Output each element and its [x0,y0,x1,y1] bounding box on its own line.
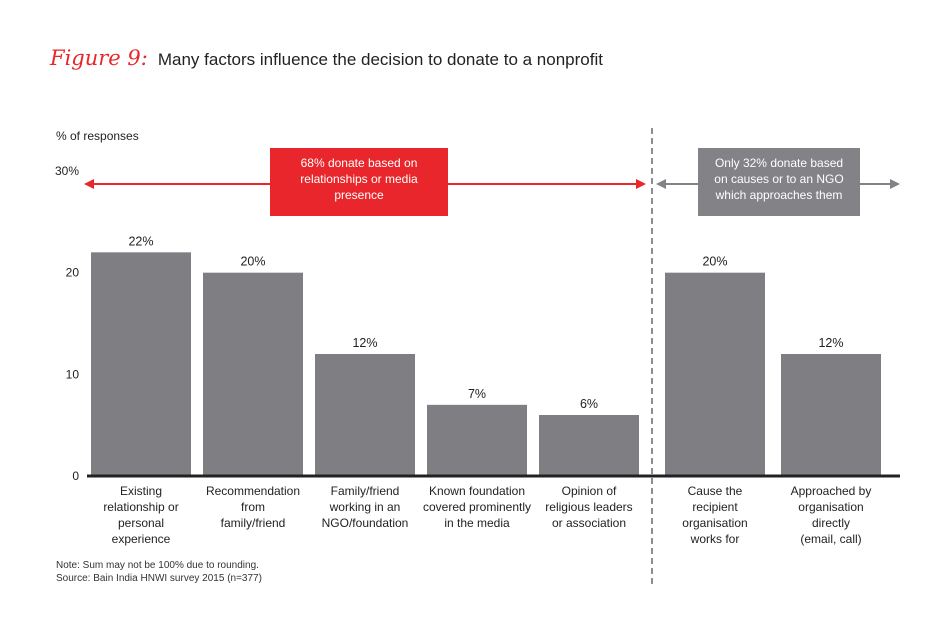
bar [91,252,191,476]
group-callout-text: Only 32% donate based on causes or to an … [714,156,843,202]
category-label: Family/friend working in an NGO/foundation [322,484,409,530]
y-axis-label: % of responses [56,129,139,143]
group-callout-text: 68% donate based on relationships or medi… [300,156,418,202]
arrowhead-right [890,179,900,189]
source-text: Source: Bain India HNWI survey 2015 (n=3… [56,573,262,584]
group-callout-box [698,148,860,216]
y-tick-label: 30% [55,164,79,178]
category-label: Known foundation covered prominently in th… [423,484,531,530]
bar [315,354,415,476]
bar-value-label: 6% [580,397,598,411]
category-label: Opinion of religious leaders or associatio… [545,484,632,530]
bar [781,354,881,476]
y-tick-label: 20 [66,266,80,280]
bar-value-label: 20% [702,255,727,269]
arrowhead-left [84,179,94,189]
arrowhead-left [656,179,666,189]
bar-value-label: 12% [352,336,377,350]
note-text: Note: Sum may not be 100% due to roundin… [56,560,259,571]
value-labels: 22% 20% 12% 7% 6% 20% 12% [128,234,843,411]
bars [91,252,881,476]
figure-label: Figure 9: [49,46,148,70]
bar [539,415,639,476]
category-label: Recommendation from family/friend [206,484,300,530]
group-callouts: 68% donate based on relationships or medi… [270,148,860,216]
bar-value-label: 12% [818,336,843,350]
bar [427,404,527,476]
bar [203,272,303,476]
figure-title: Many factors influence the decision to d… [158,50,603,69]
category-labels: Existing relationship or personal experienc… [103,484,871,546]
bar-value-label: 7% [468,387,486,401]
category-label: Existing relationship or personal experienc… [103,484,178,546]
y-axis-ticks: 0 10 20 30% [55,164,79,483]
bar-value-label: 22% [128,234,153,248]
category-label: Cause the recipient organisation works for [682,484,747,546]
y-tick-label: 0 [72,469,79,483]
arrowhead-right [636,179,646,189]
bar [665,272,765,476]
category-label: Approached by organisation directly (email,… [791,484,872,546]
bar-value-label: 20% [240,255,265,269]
y-tick-label: 10 [66,367,80,381]
group-callout-box [270,148,448,216]
